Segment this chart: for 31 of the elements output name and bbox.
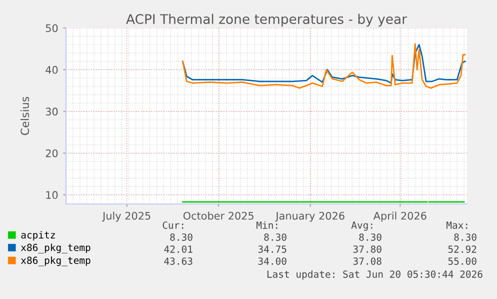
text: Min:: [256, 221, 278, 229]
x-tick-label: July 2025: [102, 212, 150, 222]
y-tick-label: 20: [46, 149, 58, 158]
x-tick-label: January 2026: [275, 212, 344, 222]
y-axis-title: Celsius: [20, 96, 30, 136]
text: 52.92: [448, 245, 476, 253]
y-tick-label: 10: [46, 191, 58, 199]
text: 42.01: [164, 245, 192, 253]
x-tick-label: April 2026: [373, 212, 426, 222]
text: 43.63: [164, 257, 192, 265]
y-tick-label: 30: [46, 108, 58, 116]
text: 8.30: [170, 233, 192, 241]
chart-title: ACPI Thermal zone temperatures - by year: [126, 14, 408, 27]
text: 8.30: [359, 233, 382, 241]
legend-label: x86_pkg_temp: [21, 256, 90, 266]
text: Last update: Sat Jun 20 05:30:44 2026: [267, 270, 482, 280]
text: 55.00: [448, 257, 476, 265]
text: 8.30: [454, 233, 476, 241]
text: 8.30: [264, 233, 286, 241]
y-tick-label: 40: [46, 66, 58, 74]
text: 37.80: [353, 245, 382, 253]
x-tick-label: October 2025: [183, 212, 254, 220]
legend-label: acpitz: [21, 231, 55, 240]
text: 34.75: [258, 245, 286, 253]
text: 34.00: [258, 257, 286, 265]
text: 37.08: [353, 257, 382, 265]
text: Max:: [446, 222, 468, 229]
text: Cur:: [162, 221, 184, 229]
y-tick-label: 50: [46, 24, 58, 32]
legend-label: x86_pkg_temp: [21, 244, 90, 254]
text: Avg:: [351, 222, 372, 231]
